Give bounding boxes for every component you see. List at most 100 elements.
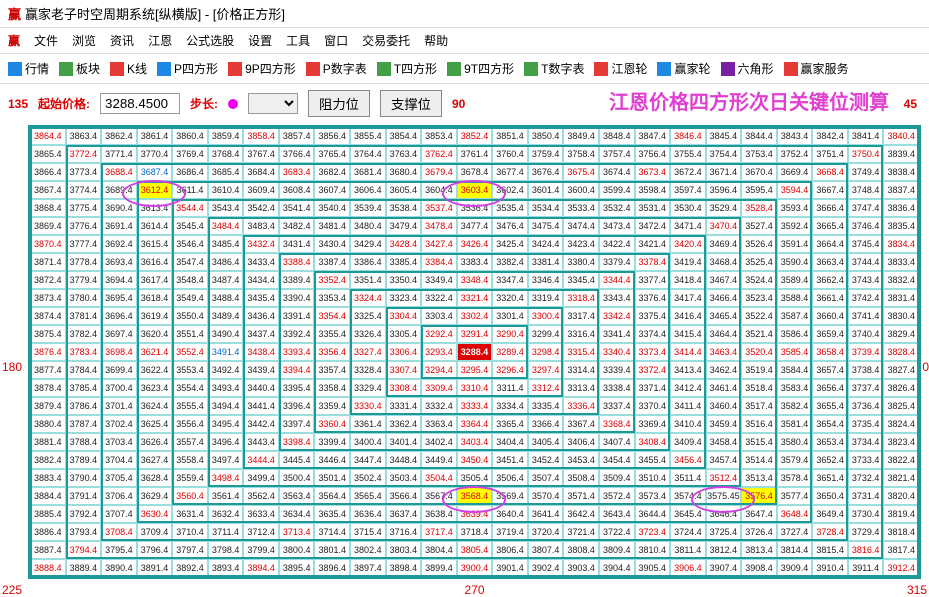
support-button[interactable]: 支撑位 bbox=[380, 90, 442, 117]
grid-cell: 3413.4 bbox=[670, 361, 706, 379]
grid-cell: 3312.4 bbox=[528, 379, 564, 397]
toolbar-item[interactable]: 赢家服务 bbox=[784, 60, 849, 77]
toolbar-item[interactable]: 板块 bbox=[59, 60, 100, 77]
grid-cell: 3318.4 bbox=[563, 289, 599, 307]
toolbar-item[interactable]: 赢家轮 bbox=[657, 60, 710, 77]
menu-item[interactable]: 窗口 bbox=[324, 32, 348, 49]
grid-cell: 3317.4 bbox=[563, 307, 599, 325]
grid-cell: 3573.4 bbox=[635, 487, 671, 505]
grid-cell: 3515.4 bbox=[741, 433, 777, 451]
toolbar-item[interactable]: 行情 bbox=[8, 60, 49, 77]
grid-cell: 3308.4 bbox=[386, 379, 422, 397]
grid-cell: 3558.4 bbox=[172, 451, 208, 469]
menu-item[interactable]: 帮助 bbox=[424, 32, 448, 49]
grid-cell: 3523.4 bbox=[741, 289, 777, 307]
grid-cell: 3426.4 bbox=[457, 235, 493, 253]
grid-cell: 3371.4 bbox=[635, 379, 671, 397]
grid-cell: 3641.4 bbox=[528, 505, 564, 523]
grid-cell: 3837.4 bbox=[883, 181, 919, 199]
grid-cell: 3660.4 bbox=[812, 307, 848, 325]
toolbar-item[interactable]: T数字表 bbox=[524, 60, 584, 77]
grid-cell: 3455.4 bbox=[635, 451, 671, 469]
grid-cell: 3704.4 bbox=[101, 451, 137, 469]
toolbar-icon bbox=[657, 62, 671, 76]
menu-item[interactable]: 江恩 bbox=[148, 32, 172, 49]
grid-cell: 3468.4 bbox=[706, 253, 742, 271]
grid-cell: 3738.4 bbox=[848, 361, 884, 379]
grid-cell: 3683.4 bbox=[279, 163, 315, 181]
toolbar-item[interactable]: 江恩轮 bbox=[594, 60, 647, 77]
grid-cell: 3748.4 bbox=[848, 181, 884, 199]
grid-cell: 3416.4 bbox=[670, 307, 706, 325]
grid-cell: 3705.4 bbox=[101, 469, 137, 487]
grid-cell: 3803.4 bbox=[386, 541, 422, 559]
grid-cell: 3619.4 bbox=[137, 307, 173, 325]
grid-cell: 3295.4 bbox=[457, 361, 493, 379]
grid-cell: 3419.4 bbox=[670, 253, 706, 271]
grid-cell: 3561.4 bbox=[208, 487, 244, 505]
grid-cell: 3501.4 bbox=[314, 469, 350, 487]
grid-cell: 3729.4 bbox=[848, 523, 884, 541]
menu-item[interactable]: 工具 bbox=[286, 32, 310, 49]
toolbar-item[interactable]: 9P四方形 bbox=[228, 60, 296, 77]
grid-cell: 3320.4 bbox=[492, 289, 528, 307]
grid-cell: 3905.4 bbox=[635, 559, 671, 577]
grid-cell: 3754.4 bbox=[706, 145, 742, 163]
grid-cell: 3899.4 bbox=[421, 559, 457, 577]
grid-cell: 3828.4 bbox=[883, 343, 919, 361]
grid-cell: 3784.4 bbox=[66, 361, 102, 379]
grid-cell: 3714.4 bbox=[314, 523, 350, 541]
grid-cell: 3830.4 bbox=[883, 307, 919, 325]
grid-cell: 3776.4 bbox=[66, 217, 102, 235]
grid-cell: 3902.4 bbox=[528, 559, 564, 577]
grid-cell: 3519.4 bbox=[741, 361, 777, 379]
grid-cell: 3549.4 bbox=[172, 289, 208, 307]
grid-cell: 3569.4 bbox=[492, 487, 528, 505]
toolbar-item[interactable]: 9T四方形 bbox=[447, 60, 514, 77]
grid-cell: 3360.4 bbox=[314, 415, 350, 433]
grid-cell: 3765.4 bbox=[314, 145, 350, 163]
menu-item[interactable]: 文件 bbox=[34, 32, 58, 49]
grid-cell: 3568.4 bbox=[457, 487, 493, 505]
resistance-button[interactable]: 阻力位 bbox=[308, 90, 370, 117]
grid-cell: 3438.4 bbox=[243, 343, 279, 361]
grid-cell: 3567.4 bbox=[421, 487, 457, 505]
grid-cell: 3584.4 bbox=[777, 361, 813, 379]
start-price-input[interactable] bbox=[100, 93, 180, 114]
toolbar-item[interactable]: P四方形 bbox=[157, 60, 218, 77]
grid-cell: 3773.4 bbox=[66, 163, 102, 181]
toolbar-item[interactable]: 六角形 bbox=[721, 60, 774, 77]
grid-cell: 3346.4 bbox=[528, 271, 564, 289]
grid-cell: 3529.4 bbox=[706, 199, 742, 217]
grid-cell: 3697.4 bbox=[101, 325, 137, 343]
grid-cell: 3293.4 bbox=[421, 343, 457, 361]
grid-cell: 3710.4 bbox=[172, 523, 208, 541]
grid-cell: 3593.4 bbox=[777, 199, 813, 217]
grid-cell: 3534.4 bbox=[528, 199, 564, 217]
grid-cell: 3461.4 bbox=[706, 379, 742, 397]
grid-cell: 3842.4 bbox=[812, 127, 848, 145]
menu-item[interactable]: 交易委托 bbox=[362, 32, 410, 49]
grid-cell: 3702.4 bbox=[101, 415, 137, 433]
toolbar-item[interactable]: T四方形 bbox=[377, 60, 437, 77]
grid-cell: 3313.4 bbox=[563, 379, 599, 397]
step-select[interactable] bbox=[248, 93, 298, 114]
grid-cell: 3614.4 bbox=[137, 217, 173, 235]
grid-cell: 3901.4 bbox=[492, 559, 528, 577]
menu-item[interactable]: 公式选股 bbox=[186, 32, 234, 49]
grid-cell: 3487.4 bbox=[208, 271, 244, 289]
grid-cell: 3613.4 bbox=[137, 199, 173, 217]
toolbar-item[interactable]: K线 bbox=[110, 60, 147, 77]
grid-cell: 3745.4 bbox=[848, 235, 884, 253]
menu-item[interactable]: 设置 bbox=[248, 32, 272, 49]
grid-cell: 3492.4 bbox=[208, 361, 244, 379]
grid-cell: 3751.4 bbox=[812, 145, 848, 163]
grid-cell: 3782.4 bbox=[66, 325, 102, 343]
menu-item[interactable]: 浏览 bbox=[72, 32, 96, 49]
menu-item[interactable]: 资讯 bbox=[110, 32, 134, 49]
toolbar-item[interactable]: P数字表 bbox=[306, 60, 367, 77]
grid-cell: 3550.4 bbox=[172, 307, 208, 325]
grid-cell: 3518.4 bbox=[741, 379, 777, 397]
toolbar-icon bbox=[721, 62, 735, 76]
grid-cell: 3328.4 bbox=[350, 361, 386, 379]
